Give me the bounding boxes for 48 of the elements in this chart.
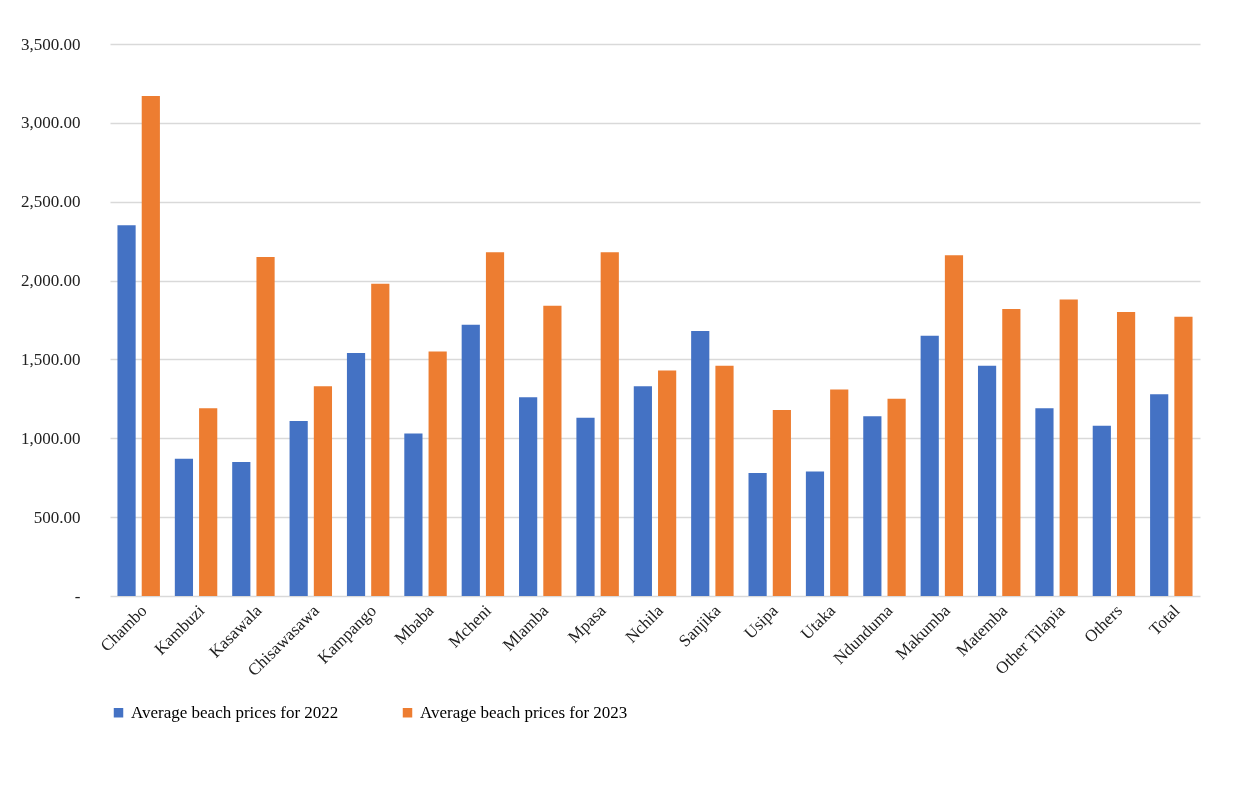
y-tick-label: - xyxy=(74,586,81,606)
y-tick-label: 2,500.00 xyxy=(21,192,81,212)
bar xyxy=(658,370,677,596)
bar xyxy=(485,252,505,596)
bar xyxy=(1150,394,1169,596)
bar xyxy=(428,351,447,596)
bar xyxy=(1116,312,1136,596)
y-tick-label: 3,500.00 xyxy=(21,34,81,54)
bar xyxy=(691,331,710,596)
bar xyxy=(1174,316,1193,596)
bar xyxy=(289,420,308,596)
legend-label: Average beach prices for 2022 xyxy=(131,702,339,722)
bar xyxy=(199,408,218,596)
bar xyxy=(920,335,939,596)
bar xyxy=(977,365,997,596)
bar xyxy=(772,409,791,596)
bar xyxy=(461,324,480,596)
bar xyxy=(346,353,366,596)
bar xyxy=(404,433,423,596)
bar xyxy=(805,471,825,596)
bar xyxy=(1092,425,1111,596)
bar xyxy=(371,283,390,596)
bar xyxy=(830,389,849,596)
y-tick-label: 1,500.00 xyxy=(21,349,81,369)
bar xyxy=(576,417,595,596)
legend-label: Average beach prices for 2023 xyxy=(420,702,628,722)
bar xyxy=(117,225,136,596)
bar xyxy=(1002,308,1021,596)
bar xyxy=(863,416,882,596)
y-tick-label: 1,000.00 xyxy=(21,428,81,448)
bar xyxy=(543,305,562,596)
bar xyxy=(944,255,964,596)
bar xyxy=(600,252,619,596)
bar xyxy=(141,96,160,596)
bar xyxy=(313,386,333,596)
bar xyxy=(1035,408,1054,596)
bar xyxy=(715,365,734,596)
bar xyxy=(1059,299,1078,596)
bar xyxy=(519,397,538,596)
bar xyxy=(256,256,275,596)
y-tick-label: 3,000.00 xyxy=(21,113,81,133)
bar xyxy=(232,461,251,596)
bar xyxy=(887,398,906,596)
bar xyxy=(633,386,652,596)
y-tick-label: 2,000.00 xyxy=(21,271,81,291)
bar xyxy=(174,458,194,596)
bar xyxy=(748,472,767,596)
y-tick-label: 500.00 xyxy=(33,507,81,527)
